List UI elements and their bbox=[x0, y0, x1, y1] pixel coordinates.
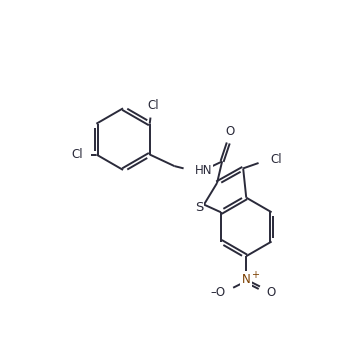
Text: N: N bbox=[242, 273, 251, 286]
Text: –O: –O bbox=[210, 286, 225, 299]
Text: O: O bbox=[225, 125, 234, 138]
Text: +: + bbox=[251, 270, 259, 281]
Text: O: O bbox=[266, 286, 275, 299]
Text: HN: HN bbox=[194, 164, 212, 177]
Text: Cl: Cl bbox=[148, 99, 159, 112]
Text: S: S bbox=[195, 201, 203, 214]
Text: Cl: Cl bbox=[270, 153, 282, 166]
Text: Cl: Cl bbox=[71, 148, 83, 161]
